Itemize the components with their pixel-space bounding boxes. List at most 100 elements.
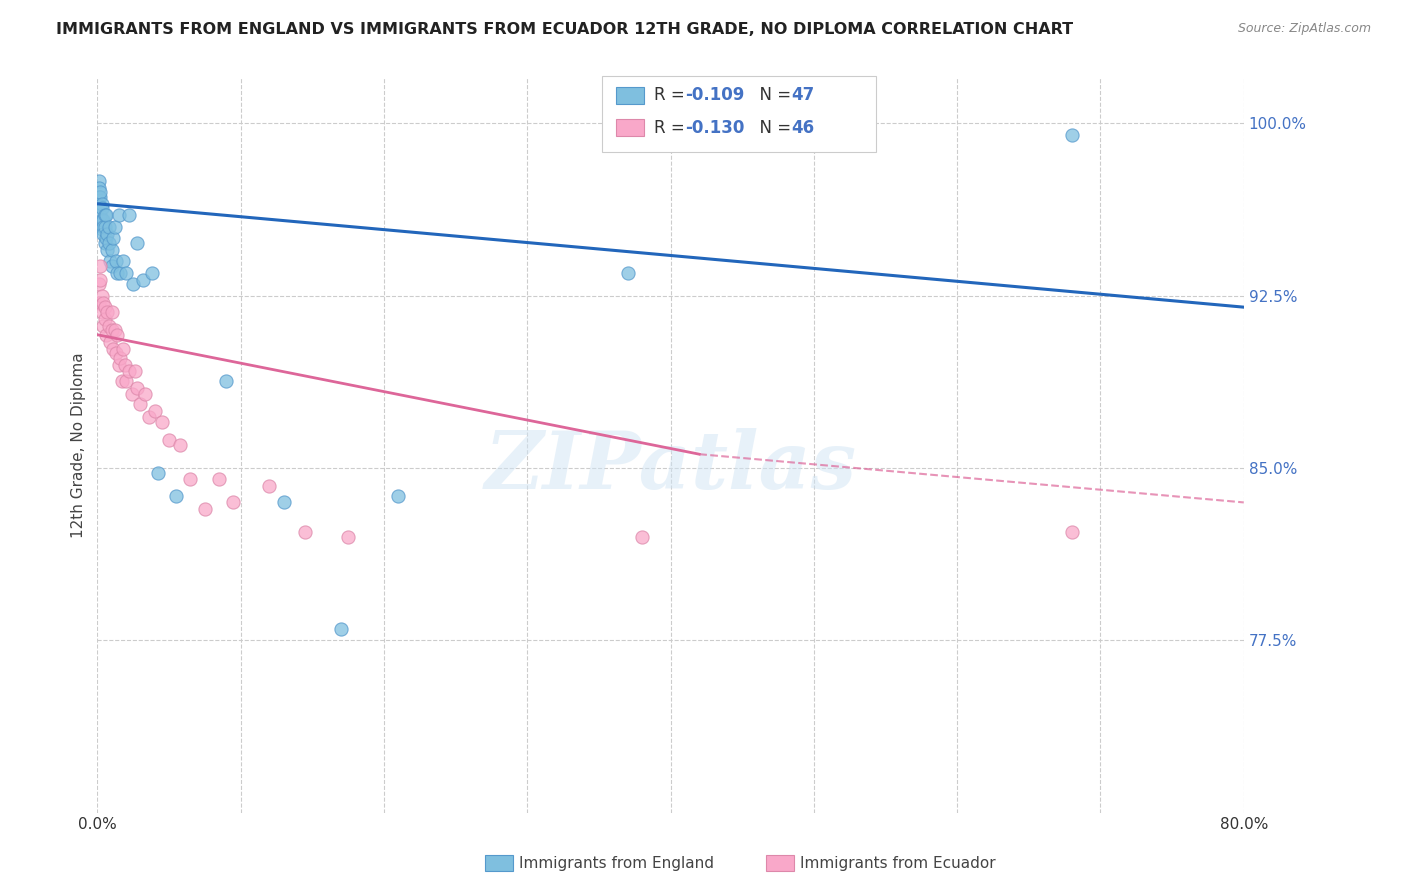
Point bbox=[631, 530, 654, 544]
Text: Immigrants from England: Immigrants from England bbox=[519, 856, 714, 871]
Point bbox=[90, 212, 112, 227]
Text: N =: N = bbox=[749, 87, 797, 104]
Point bbox=[110, 351, 132, 365]
Point bbox=[97, 219, 120, 234]
Text: R =: R = bbox=[654, 119, 690, 136]
Point bbox=[87, 295, 110, 310]
Point bbox=[165, 489, 187, 503]
Point bbox=[273, 495, 295, 509]
Point bbox=[157, 434, 180, 448]
Point bbox=[93, 208, 115, 222]
Point bbox=[94, 327, 117, 342]
Point bbox=[134, 387, 156, 401]
Point bbox=[89, 259, 111, 273]
Point bbox=[93, 311, 115, 326]
Point bbox=[104, 346, 127, 360]
Point bbox=[124, 364, 146, 378]
Point bbox=[87, 277, 110, 292]
Point bbox=[1060, 128, 1083, 142]
Point bbox=[208, 472, 231, 486]
Point bbox=[91, 227, 114, 241]
Text: IMMIGRANTS FROM ENGLAND VS IMMIGRANTS FROM ECUADOR 12TH GRADE, NO DIPLOMA CORREL: IMMIGRANTS FROM ENGLAND VS IMMIGRANTS FR… bbox=[56, 22, 1073, 37]
Point bbox=[98, 254, 121, 268]
Text: -0.109: -0.109 bbox=[685, 87, 744, 104]
Point bbox=[127, 380, 149, 394]
Point bbox=[337, 530, 360, 544]
Point bbox=[90, 202, 112, 216]
Point bbox=[96, 304, 118, 318]
Point bbox=[87, 180, 110, 194]
Point bbox=[118, 208, 141, 222]
Point bbox=[89, 190, 111, 204]
Point bbox=[103, 219, 125, 234]
Point bbox=[101, 231, 124, 245]
Point bbox=[90, 288, 112, 302]
Point bbox=[97, 235, 120, 250]
Point bbox=[93, 219, 115, 234]
Point bbox=[100, 259, 122, 273]
Text: Immigrants from Ecuador: Immigrants from Ecuador bbox=[800, 856, 995, 871]
Point bbox=[138, 410, 160, 425]
Point bbox=[93, 300, 115, 314]
Point bbox=[107, 327, 129, 342]
Point bbox=[91, 295, 114, 310]
Y-axis label: 12th Grade, No Diploma: 12th Grade, No Diploma bbox=[72, 352, 86, 538]
Point bbox=[169, 438, 191, 452]
Point bbox=[93, 235, 115, 250]
Point bbox=[112, 342, 135, 356]
Point bbox=[114, 358, 136, 372]
Point bbox=[108, 208, 131, 222]
Point bbox=[100, 243, 122, 257]
Point bbox=[103, 323, 125, 337]
Point bbox=[111, 374, 134, 388]
Point bbox=[97, 318, 120, 333]
Point bbox=[107, 266, 129, 280]
Point bbox=[194, 502, 217, 516]
Point bbox=[143, 403, 166, 417]
Point bbox=[94, 231, 117, 245]
Text: N =: N = bbox=[749, 119, 797, 136]
Point bbox=[91, 219, 114, 234]
Point bbox=[1060, 525, 1083, 540]
Point bbox=[87, 174, 110, 188]
Point bbox=[616, 266, 638, 280]
Point bbox=[222, 495, 245, 509]
Point bbox=[179, 472, 201, 486]
Point bbox=[87, 190, 110, 204]
Point bbox=[215, 374, 238, 388]
Text: R =: R = bbox=[654, 87, 690, 104]
Point bbox=[330, 622, 353, 636]
Text: 47: 47 bbox=[792, 87, 815, 104]
Point bbox=[96, 227, 118, 241]
Point bbox=[110, 266, 132, 280]
Point bbox=[150, 415, 173, 429]
Point bbox=[90, 196, 112, 211]
Point bbox=[259, 479, 281, 493]
Point bbox=[294, 525, 316, 540]
Point bbox=[96, 243, 118, 257]
Point bbox=[122, 277, 145, 292]
Point bbox=[90, 304, 112, 318]
Point bbox=[387, 489, 409, 503]
Text: Source: ZipAtlas.com: Source: ZipAtlas.com bbox=[1237, 22, 1371, 36]
Text: ZIPatlas: ZIPatlas bbox=[485, 428, 856, 506]
Point bbox=[141, 266, 163, 280]
Point bbox=[90, 222, 112, 236]
Point bbox=[127, 235, 149, 250]
Point bbox=[98, 334, 121, 349]
Point bbox=[91, 318, 114, 333]
Point bbox=[115, 266, 138, 280]
Point bbox=[94, 208, 117, 222]
Point bbox=[146, 466, 169, 480]
Point bbox=[101, 342, 124, 356]
Point bbox=[115, 374, 138, 388]
Point bbox=[129, 397, 152, 411]
Point bbox=[132, 272, 155, 286]
Point bbox=[108, 358, 131, 372]
Text: 46: 46 bbox=[792, 119, 814, 136]
Point bbox=[91, 212, 114, 227]
Point bbox=[89, 208, 111, 222]
Point bbox=[104, 254, 127, 268]
Point bbox=[89, 186, 111, 200]
Point bbox=[112, 254, 135, 268]
